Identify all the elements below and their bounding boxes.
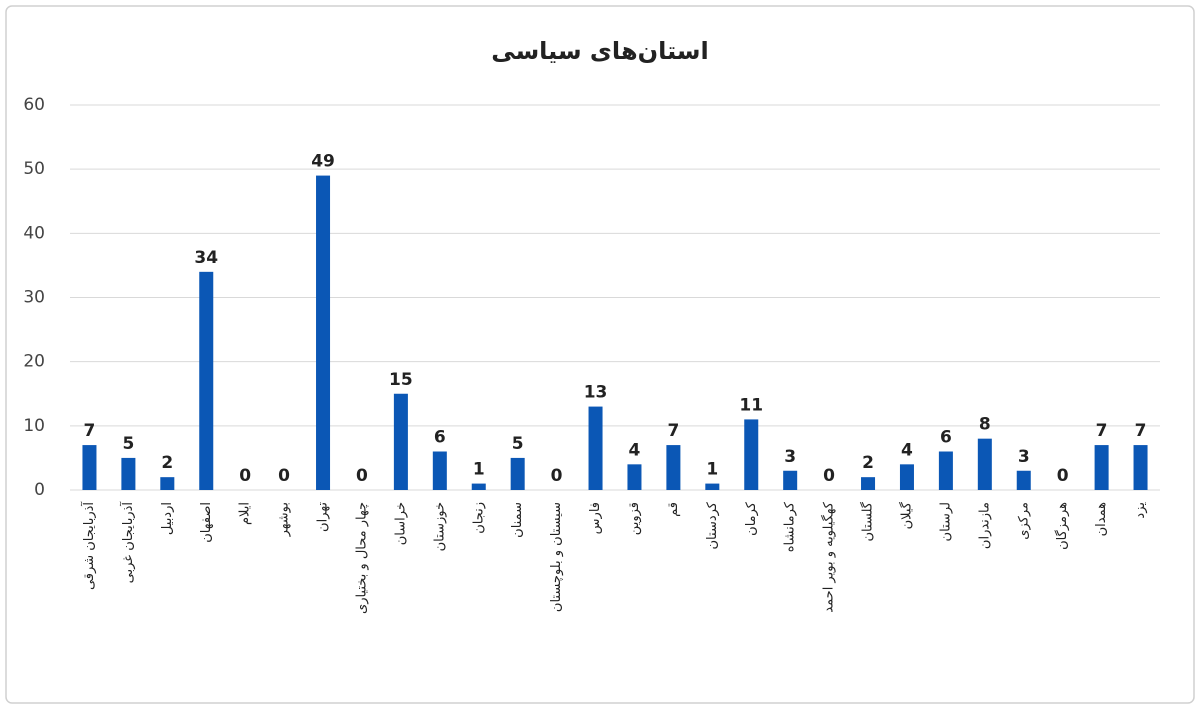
bar [199,271,214,490]
data-label: 7 [1096,421,1108,441]
x-tick-label: همدان [1094,502,1109,536]
data-label: 4 [901,440,913,460]
x-tick-label: فارس [588,502,603,534]
x-tick-label: کهگیلویه و بویر احمد [821,501,837,612]
bar [316,175,331,491]
data-label: 6 [940,428,952,448]
y-tick-label: 10 [23,416,45,436]
bar [82,445,97,490]
data-label: 1 [706,460,718,480]
bar [393,393,408,490]
x-tick-label: مازندران [977,502,992,549]
x-tick-label: یزد [1133,502,1148,519]
x-tick-label: گیلان [898,501,914,529]
data-label: 7 [667,421,679,441]
bar [471,483,486,490]
x-tick-label: کرمان [744,501,759,536]
bar [160,477,175,490]
x-tick-label: تهران [316,502,331,532]
bar [861,477,876,490]
x-tick-label: چهار محال و بختیاری [354,502,369,614]
data-label: 15 [389,370,413,390]
x-tick-label: هرمزگان [1054,502,1070,550]
data-label: 4 [629,440,641,460]
x-tick-label: قم [666,502,681,517]
x-tick-label: خوزستان [432,502,447,551]
bar [783,470,798,490]
data-label: 3 [784,447,796,467]
x-tick-label: آذربایجان شرقی [80,501,97,590]
data-label: 7 [1135,421,1147,441]
bar [432,451,447,490]
x-tick-label: کردستان [705,501,720,549]
bar [121,457,136,490]
data-label: 8 [979,415,991,435]
y-tick-label: 20 [23,352,45,372]
chart-border [5,5,1195,704]
bar [588,406,603,490]
x-tick-label: لرستان [938,502,953,541]
bar [899,464,914,490]
data-label: 13 [584,383,608,403]
y-tick-label: 40 [23,223,45,243]
y-tick-label: 60 [23,95,45,115]
data-label: 11 [739,395,763,415]
data-label: 0 [551,466,563,486]
data-label: 0 [356,466,368,486]
x-tick-label: گلستان [860,501,876,541]
y-tick-label: 30 [23,288,45,308]
bar [510,457,525,490]
data-label: 0 [239,466,251,486]
data-label: 34 [194,248,218,268]
x-tick-label: آذربایجان غربی [119,501,136,584]
data-label: 2 [862,453,874,473]
y-tick-label: 0 [34,480,45,500]
bar [977,438,992,490]
data-label: 5 [512,434,524,454]
data-label: 2 [161,453,173,473]
x-tick-label: مرکزی [1016,502,1031,540]
x-tick-label: ایلام [238,502,253,525]
data-label: 1 [473,460,485,480]
x-tick-label: سمنان [510,502,525,538]
x-tick-label: اصفهان [199,502,214,543]
x-tick-label: خراسان [393,502,408,545]
data-label: 0 [823,466,835,486]
x-tick-label: زنجان [471,502,486,534]
data-label: 7 [84,421,96,441]
bar [744,419,759,490]
x-tick-label: قزوین [627,502,642,535]
bar [1016,470,1031,490]
data-label: 49 [311,152,335,172]
bar [705,483,720,490]
bar [627,464,642,490]
x-tick-label: بوشهر [277,502,292,537]
data-label: 0 [278,466,290,486]
data-label: 0 [1057,466,1069,486]
bar [1094,445,1109,490]
data-label: 6 [434,428,446,448]
x-tick-label: اردبیل [160,502,175,535]
data-label: 3 [1018,447,1030,467]
bar [1133,445,1148,490]
data-label: 5 [122,434,134,454]
x-tick-label: کرمانشاه [783,501,798,552]
x-tick-label: سیستان و بلوچستان [549,502,564,612]
chart-title: استان‌های سیاسی [491,37,708,65]
bar [938,451,953,490]
y-tick-label: 50 [23,159,45,179]
bar [666,445,681,490]
